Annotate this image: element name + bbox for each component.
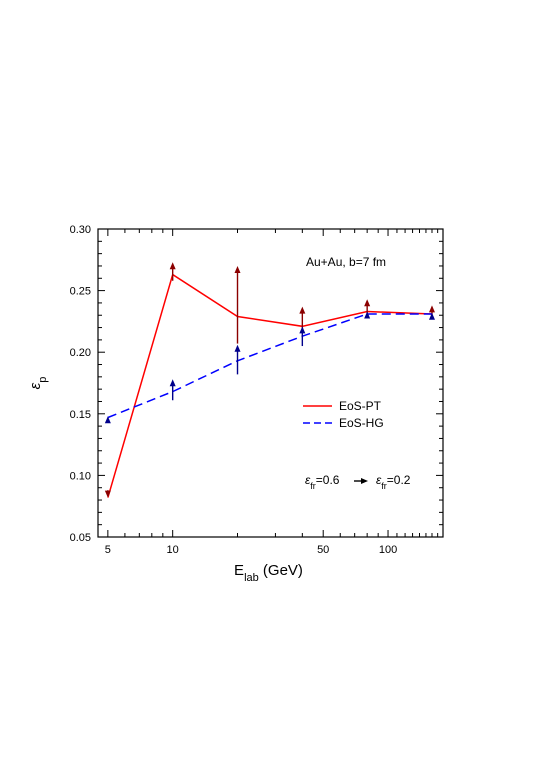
arrow-head — [104, 416, 111, 424]
x-axis-title: Elab (GeV) — [234, 562, 303, 584]
y-tick-label: 0.30 — [70, 224, 91, 236]
series-line-eos-hg — [107, 313, 432, 419]
arrow-head — [234, 265, 241, 273]
arrow-head — [428, 312, 435, 320]
freezeout-from: εfr=0.6 — [305, 473, 340, 491]
arrow-head — [364, 311, 371, 319]
arrow-head — [428, 305, 435, 313]
plot-frame — [97, 228, 444, 538]
y-axis-title: εp — [27, 377, 49, 390]
series-layer — [104, 262, 435, 498]
legend-label-eos-hg: EoS-HG — [339, 416, 384, 430]
arrow-head — [364, 299, 371, 307]
system-annotation: Au+Au, b=7 fm — [306, 255, 386, 269]
x-tick-label: 100 — [379, 544, 397, 556]
freezeout-to: εfr=0.2 — [376, 473, 411, 491]
labels-layer: Au+Au, b=7 fm 0.05 0.10 0.15 0.20 0.25 0.30 5 1… — [27, 224, 411, 584]
x-tick-label: 50 — [317, 544, 329, 556]
x-tick-label: 5 — [105, 544, 111, 556]
y-tick-label: 0.20 — [70, 347, 91, 359]
x-tick-label: 10 — [167, 544, 179, 556]
freezeout-arrow-head — [361, 478, 368, 484]
arrow-head — [169, 262, 176, 270]
arrow-head — [104, 490, 111, 498]
y-tick-label: 0.15 — [70, 409, 91, 421]
arrow-head — [299, 306, 306, 314]
arrow-head — [234, 344, 241, 352]
axes-layer — [97, 228, 444, 538]
arrow-head — [169, 379, 176, 387]
arrow-head — [299, 326, 306, 334]
y-tick-label: 0.25 — [70, 286, 91, 298]
legend: EoS-PT EoS-HG — [303, 399, 384, 430]
y-tick-label: 0.10 — [70, 470, 91, 482]
legend-label-eos-pt: EoS-PT — [339, 399, 382, 413]
series-line-eos-pt — [107, 273, 433, 498]
y-tick-label: 0.05 — [70, 532, 91, 544]
